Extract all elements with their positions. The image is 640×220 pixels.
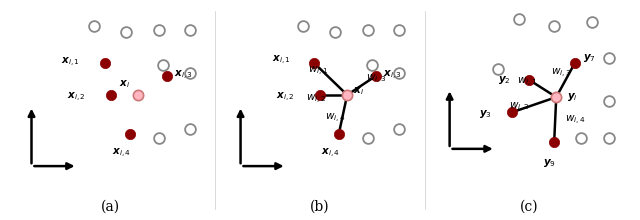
Text: $\boldsymbol{y}_7$: $\boldsymbol{y}_7$ (584, 52, 596, 64)
Point (367, 63, 378, 66)
Point (330, 31, 340, 34)
Point (308, 61, 319, 64)
Text: $w_{i,1}$: $w_{i,1}$ (517, 75, 538, 89)
Point (587, 20, 597, 23)
Point (154, 136, 164, 140)
Point (363, 136, 373, 140)
Text: (a): (a) (101, 200, 120, 214)
Point (333, 132, 344, 136)
Point (551, 95, 561, 99)
Point (185, 29, 195, 32)
Text: $w_{i,1}$: $w_{i,1}$ (308, 65, 328, 78)
Point (604, 100, 614, 103)
Point (513, 18, 524, 21)
Text: $\boldsymbol{y}_3$: $\boldsymbol{y}_3$ (479, 108, 492, 120)
Text: $\boldsymbol{y}_9$: $\boldsymbol{y}_9$ (543, 158, 556, 169)
Point (185, 72, 195, 75)
Point (524, 78, 534, 82)
Text: $w_{i,2}$: $w_{i,2}$ (306, 93, 326, 106)
Point (394, 128, 404, 131)
Point (549, 24, 559, 28)
Point (493, 67, 503, 71)
Text: $w_{i,2}$: $w_{i,2}$ (509, 101, 529, 114)
Text: $w_{i,4}$: $w_{i,4}$ (324, 112, 345, 125)
Point (163, 74, 173, 77)
Point (154, 29, 164, 32)
Point (120, 31, 131, 34)
Point (604, 57, 614, 60)
Text: $\boldsymbol{x}_i$: $\boldsymbol{x}_i$ (118, 78, 130, 90)
Text: $\boldsymbol{x}_{i,3}$: $\boldsymbol{x}_{i,3}$ (173, 69, 193, 82)
Point (89, 24, 99, 28)
Text: $\boldsymbol{x}_{i,3}$: $\boldsymbol{x}_{i,3}$ (383, 69, 402, 82)
Point (371, 74, 381, 77)
Point (125, 132, 135, 136)
Text: $\boldsymbol{x}_{i,4}$: $\boldsymbol{x}_{i,4}$ (321, 147, 340, 160)
Point (185, 128, 195, 131)
Text: $\boldsymbol{x}_{i,2}$: $\boldsymbol{x}_{i,2}$ (276, 91, 295, 104)
Point (549, 141, 559, 144)
Point (394, 29, 404, 32)
Point (158, 63, 168, 66)
Point (106, 93, 116, 97)
Text: (b): (b) (310, 200, 330, 214)
Point (342, 93, 352, 97)
Point (133, 93, 143, 97)
Text: $\boldsymbol{x}_{i,1}$: $\boldsymbol{x}_{i,1}$ (61, 56, 79, 69)
Text: $w_{i,3}$: $w_{i,3}$ (550, 67, 571, 80)
Point (576, 136, 586, 140)
Point (363, 29, 373, 32)
Point (100, 61, 110, 64)
Point (315, 93, 325, 97)
Text: $\boldsymbol{x}_{i,4}$: $\boldsymbol{x}_{i,4}$ (112, 147, 131, 160)
Text: $\boldsymbol{y}_2$: $\boldsymbol{y}_2$ (497, 74, 510, 86)
Text: $\boldsymbol{x}_i$: $\boldsymbol{x}_i$ (353, 85, 365, 97)
Text: $\boldsymbol{y}_i$: $\boldsymbol{y}_i$ (566, 91, 577, 103)
Point (508, 110, 518, 114)
Point (570, 61, 580, 64)
Point (394, 72, 404, 75)
Text: $\boldsymbol{x}_{i,1}$: $\boldsymbol{x}_{i,1}$ (272, 54, 291, 67)
Text: (c): (c) (520, 200, 538, 214)
Text: $\boldsymbol{x}_{i,2}$: $\boldsymbol{x}_{i,2}$ (67, 91, 86, 104)
Text: $w_{i,3}$: $w_{i,3}$ (366, 73, 387, 86)
Point (298, 24, 308, 28)
Text: $w_{i,4}$: $w_{i,4}$ (564, 114, 585, 127)
Point (604, 136, 614, 140)
